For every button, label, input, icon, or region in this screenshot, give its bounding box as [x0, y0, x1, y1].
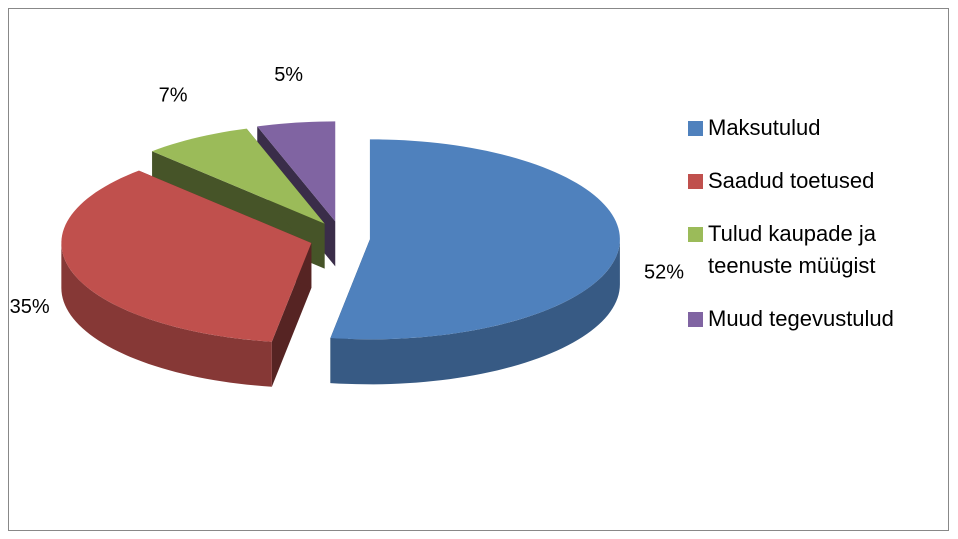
legend-swatch [688, 312, 703, 327]
legend-label: Maksutulud [708, 115, 821, 140]
legend-item: Muud tegevustulud [688, 303, 950, 335]
data-label: 5% [274, 64, 303, 86]
legend-label: Muud tegevustulud [708, 306, 894, 331]
legend-label: Tulud kaupade ja teenuste müügist [708, 221, 876, 278]
slice-side [330, 239, 620, 385]
legend-swatch [688, 227, 703, 242]
data-label: 52% [644, 261, 684, 283]
slice [61, 170, 312, 342]
legend-item: Saadud toetused [688, 165, 950, 197]
legend-swatch [688, 121, 703, 136]
legend-item: Maksutulud [688, 112, 950, 144]
slice [152, 128, 325, 224]
legend-item: Tulud kaupade ja teenuste müügist [688, 218, 950, 282]
slice-group [61, 170, 312, 387]
data-label: 35% [10, 296, 50, 318]
slice-side [61, 242, 272, 387]
legend-label: Saadud toetused [708, 168, 875, 193]
slice-group [330, 139, 620, 385]
legend-swatch [688, 174, 703, 189]
data-label: 7% [159, 84, 188, 106]
slice [330, 139, 620, 340]
slice [257, 121, 336, 222]
legend: Maksutulud Saadud toetused Tulud kaupade j… [688, 112, 950, 356]
